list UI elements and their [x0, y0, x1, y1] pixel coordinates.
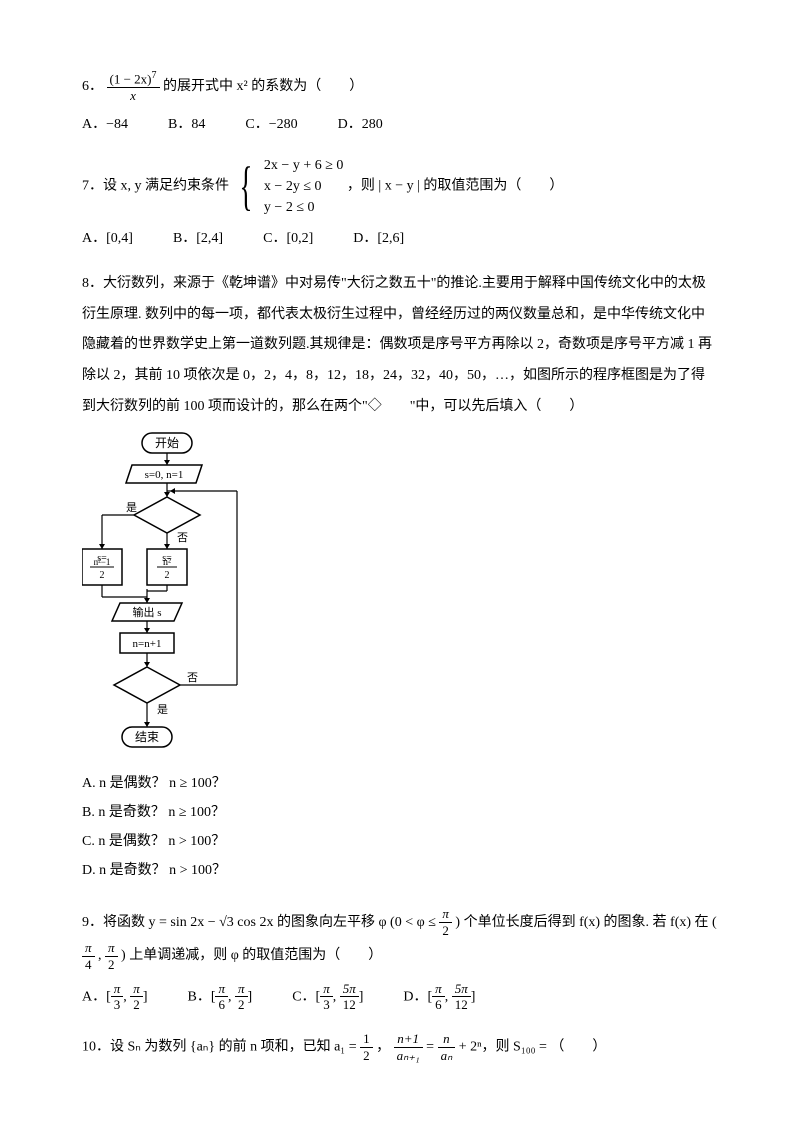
q7-lead: 7．设 x, y 满足约束条件 — [82, 178, 229, 193]
q7-options: A．[0,4] B．[2,4] C．[0,2] D．[2,6] — [82, 226, 718, 251]
q8-opt-b: B. n 是奇数？ n ≥ 100？ — [82, 800, 718, 825]
q7-system: { 2x − y + 6 ≥ 0 x − 2y ≤ 0 y − 2 ≤ 0 — [233, 155, 344, 218]
q9-text: 9．将函数 y = sin 2x − √3 cos 2x 的图象向左平移 φ (… — [82, 906, 718, 973]
question-10: 10．设 Sₙ 为数列 {aₙ} 的前 n 项和，已知 a₁ = 12 ， n+… — [82, 1031, 718, 1063]
q6-text: 6． (1 − 2x)7 x 的展开式中 x² 的系数为（ ） — [82, 70, 718, 104]
svg-text:2: 2 — [100, 570, 105, 581]
question-7: 7．设 x, y 满足约束条件 { 2x − y + 6 ≥ 0 x − 2y … — [82, 155, 718, 251]
q6-options: A．−84 B．84 C．−280 D．280 — [82, 112, 718, 137]
svg-text:s=0, n=1: s=0, n=1 — [145, 469, 184, 481]
svg-text:否: 否 — [177, 532, 188, 544]
q6-opt-a: A．−84 — [82, 112, 128, 137]
svg-text:是: 是 — [157, 703, 168, 716]
q7-tail: ，则 | x − y | 的取值范围为（ ） — [347, 178, 564, 193]
svg-text:输出 s: 输出 s — [132, 605, 161, 619]
q8-opt-c: C. n 是偶数？ n > 100？ — [82, 829, 718, 854]
q9-options: A．[π3, π2] B．[π6, π2] C．[π3, 5π12] D．[π6… — [82, 981, 718, 1013]
q7-opt-b: B．[2,4] — [173, 226, 223, 251]
q7-text: 7．设 x, y 满足约束条件 { 2x − y + 6 ≥ 0 x − 2y … — [82, 155, 718, 218]
q8-options: A. n 是偶数？ n ≥ 100？ B. n 是奇数？ n ≥ 100？ C.… — [82, 771, 718, 888]
q8-opt-d: D. n 是奇数？ n > 100？ — [82, 858, 718, 883]
q6-opt-d: D．280 — [338, 112, 383, 137]
q8-text: 8．大衍数列，来源于《乾坤谱》中对易传"大衍之数五十"的推论.主要用于解释中国传… — [82, 269, 718, 423]
q9-opt-c: C．[π3, 5π12] — [292, 981, 363, 1013]
svg-text:否: 否 — [187, 672, 198, 684]
q6-fraction: (1 − 2x)7 x — [107, 70, 160, 104]
q6-opt-b: B．84 — [168, 112, 205, 137]
question-9: 9．将函数 y = sin 2x − √3 cos 2x 的图象向左平移 φ (… — [82, 906, 718, 1013]
svg-text:结束: 结束 — [135, 730, 159, 744]
q6-num: 6． — [82, 79, 103, 94]
q7-opt-a: A．[0,4] — [82, 226, 133, 251]
q9-opt-b: B．[π6, π2] — [187, 981, 252, 1013]
svg-text:2: 2 — [165, 570, 170, 581]
question-8: 8．大衍数列，来源于《乾坤谱》中对易传"大衍之数五十"的推论.主要用于解释中国传… — [82, 269, 718, 888]
svg-text:n=n+1: n=n+1 — [133, 638, 162, 650]
q7-opt-c: C．[0,2] — [263, 226, 313, 251]
q9-opt-d: D．[π6, 5π12] — [403, 981, 475, 1013]
q8-opt-a: A. n 是偶数？ n ≥ 100？ — [82, 771, 718, 796]
page: 6． (1 − 2x)7 x 的展开式中 x² 的系数为（ ） A．−84 B．… — [0, 0, 800, 1132]
svg-text:开始: 开始 — [155, 436, 179, 450]
q10-text: 10．设 Sₙ 为数列 {aₙ} 的前 n 项和，已知 a₁ = 12 ， n+… — [82, 1031, 718, 1063]
svg-text:n²−1: n²−1 — [94, 557, 111, 567]
svg-text:n²: n² — [163, 557, 171, 568]
q9-opt-a: A．[π3, π2] — [82, 981, 147, 1013]
question-6: 6． (1 − 2x)7 x 的展开式中 x² 的系数为（ ） A．−84 B．… — [82, 70, 718, 137]
flowchart-diagram: 开始 s=0, n=1 是 否 — [82, 431, 257, 761]
q6-tail: 的展开式中 x² 的系数为（ ） — [163, 79, 363, 94]
svg-text:是: 是 — [126, 501, 137, 514]
q6-opt-c: C．−280 — [245, 112, 297, 137]
q7-opt-d: D．[2,6] — [353, 226, 404, 251]
